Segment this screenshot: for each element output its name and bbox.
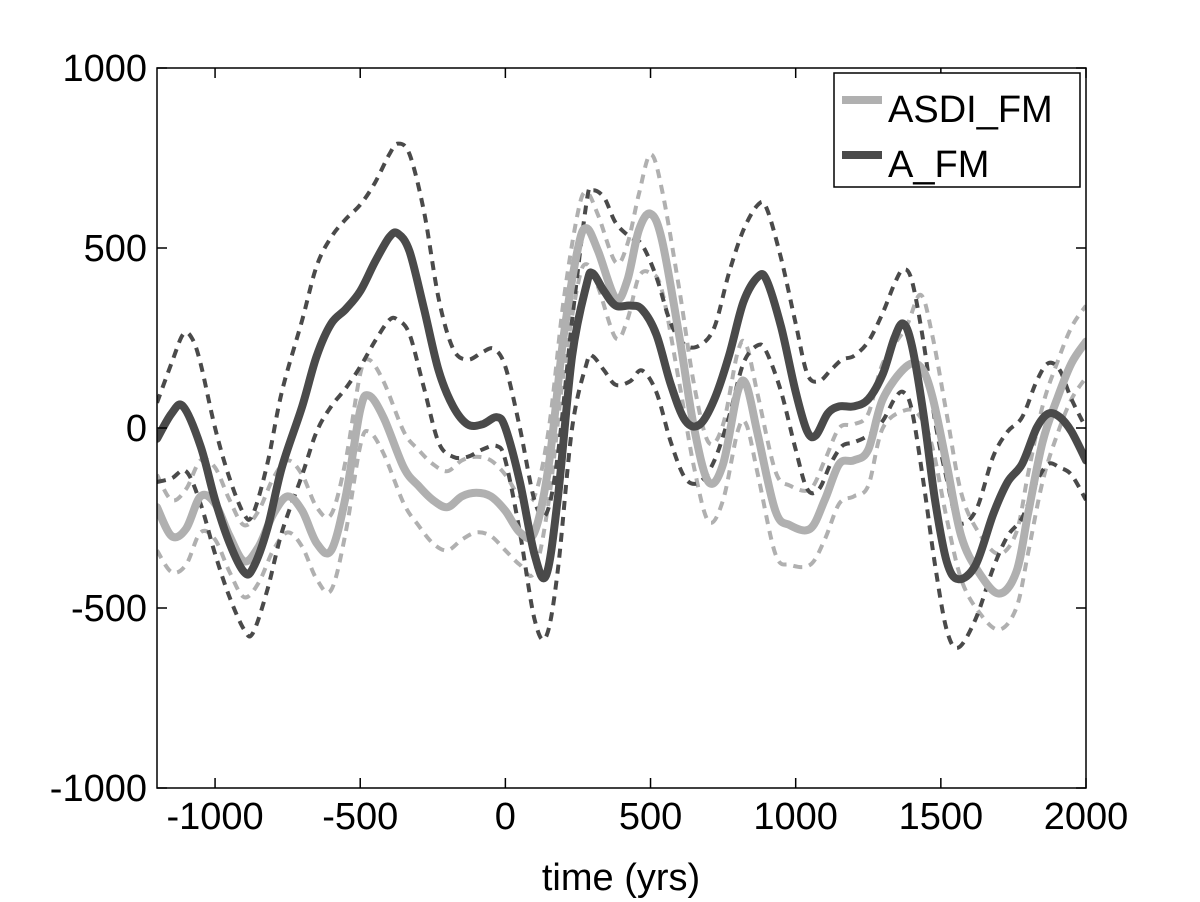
legend-box bbox=[833, 72, 1081, 188]
x-axis-title: time (yrs) bbox=[542, 857, 700, 899]
x-tick-label: 1000 bbox=[753, 796, 838, 838]
y-tick-label: -500 bbox=[71, 588, 147, 630]
x-tick-label: 500 bbox=[619, 796, 682, 838]
legend: ASDI_FM A_FM bbox=[833, 72, 1081, 188]
series-line-a-fm-lower bbox=[157, 315, 1086, 650]
x-tick-label: 0 bbox=[495, 796, 516, 838]
x-tick-label: 1500 bbox=[899, 796, 984, 838]
series-line-asdi-fm-upper bbox=[157, 152, 1086, 556]
y-tick-label: 1000 bbox=[62, 48, 147, 90]
series-layer bbox=[157, 141, 1086, 650]
x-tick-label: -500 bbox=[322, 796, 398, 838]
series-line-a-fm-upper bbox=[157, 141, 1086, 526]
series-line-a-fm bbox=[157, 228, 1086, 584]
y-tick-label: 0 bbox=[126, 408, 147, 450]
plot-area bbox=[157, 68, 1086, 788]
y-tick-label: 500 bbox=[84, 228, 147, 270]
series-line-asdi-fm bbox=[157, 209, 1086, 598]
ticks-layer: -1000 -500 0 500 1000 1500 2000 -1000 -500 0 500 10… bbox=[50, 48, 1128, 838]
x-tick-label: 2000 bbox=[1044, 796, 1129, 838]
x-tick-label: -1000 bbox=[166, 796, 263, 838]
legend-label-a-fm: A_FM bbox=[888, 144, 989, 186]
y-tick-label: -1000 bbox=[50, 768, 147, 810]
legend-label-asdi-fm: ASDI_FM bbox=[888, 89, 1053, 131]
